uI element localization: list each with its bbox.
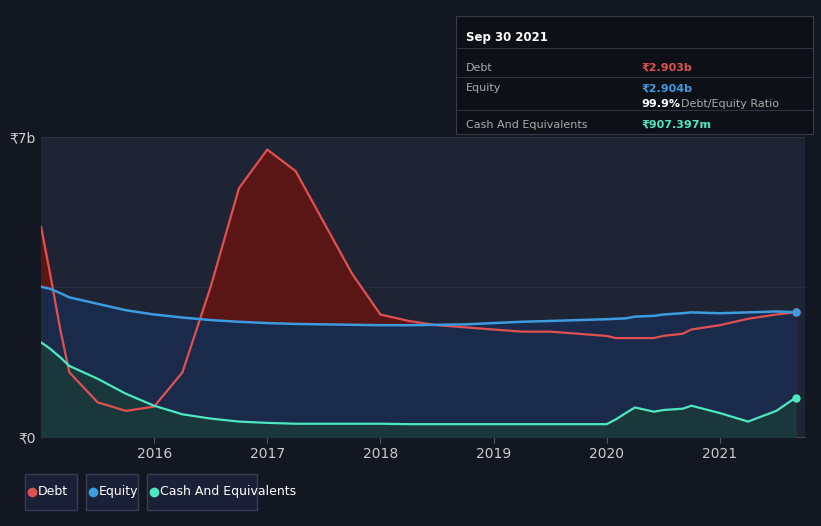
- Text: Cash And Equivalents: Cash And Equivalents: [466, 120, 588, 130]
- Text: Debt/Equity Ratio: Debt/Equity Ratio: [681, 99, 778, 109]
- Point: [789, 308, 802, 317]
- FancyBboxPatch shape: [147, 474, 257, 510]
- FancyBboxPatch shape: [85, 474, 138, 510]
- Text: ₹2.904b: ₹2.904b: [641, 83, 692, 93]
- Text: Sep 30 2021: Sep 30 2021: [466, 31, 548, 44]
- Point: [789, 308, 802, 317]
- Text: Debt: Debt: [38, 485, 68, 498]
- Text: Equity: Equity: [99, 485, 139, 498]
- Text: ₹907.397m: ₹907.397m: [641, 120, 711, 130]
- FancyBboxPatch shape: [25, 474, 76, 510]
- Text: Equity: Equity: [466, 83, 502, 93]
- Text: Debt: Debt: [466, 63, 493, 73]
- Text: Cash And Equivalents: Cash And Equivalents: [160, 485, 296, 498]
- Point: [789, 393, 802, 402]
- Text: ₹2.903b: ₹2.903b: [641, 63, 692, 73]
- Text: 99.9%: 99.9%: [641, 99, 681, 109]
